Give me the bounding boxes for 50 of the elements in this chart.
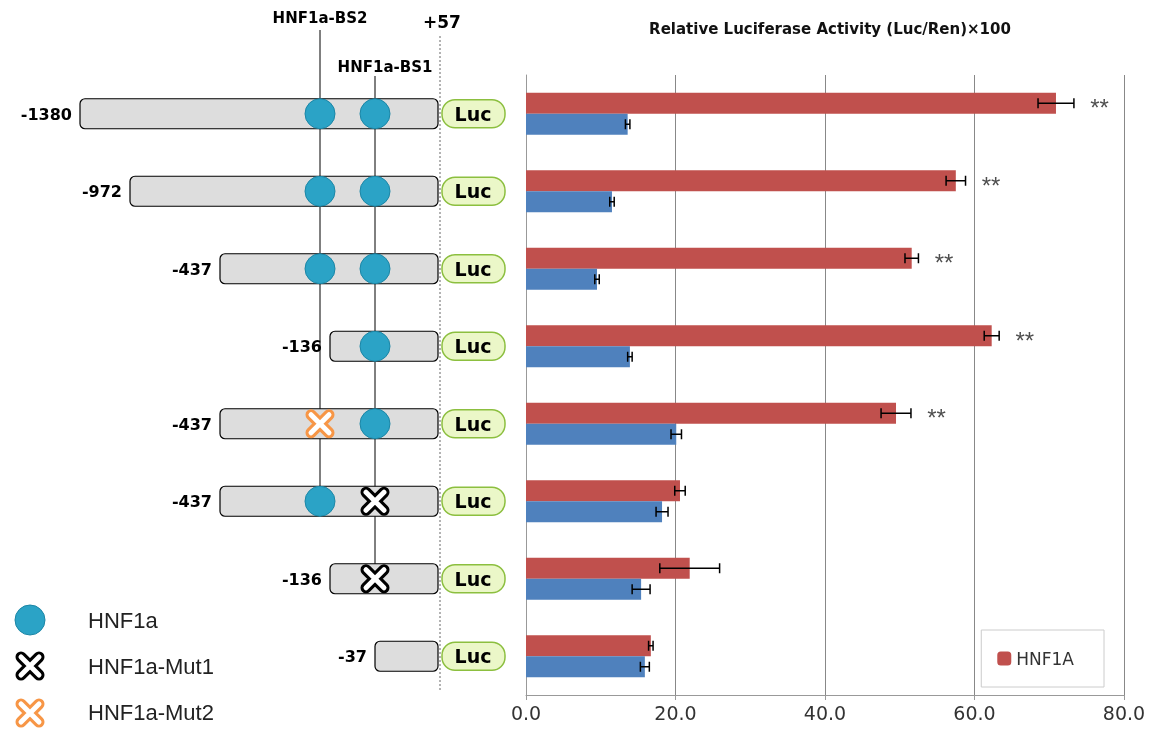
x-tick-label: 0.0 — [510, 701, 542, 724]
text: -136 — [281, 337, 322, 357]
text: -437 — [171, 414, 212, 434]
text: Luc — [454, 180, 492, 203]
bar — [526, 247, 912, 269]
bar — [526, 92, 1056, 114]
x-tick-label: 20.0 — [654, 701, 697, 724]
chart-title: Relative Luciferase Activity (Luc/Ren)×100 — [649, 19, 1011, 38]
text: +57 — [423, 12, 461, 32]
bar — [526, 501, 663, 523]
text: -1380 — [20, 104, 72, 124]
annotation: ** — [927, 404, 946, 432]
text: Luc — [454, 257, 492, 280]
text: Luc — [454, 412, 492, 435]
text: Luc — [454, 645, 492, 668]
text: HNF1a-BS2 — [272, 9, 368, 27]
text: Luc — [454, 335, 492, 358]
legend-label: HNF1A — [1016, 648, 1075, 669]
bar — [526, 557, 690, 579]
text: -37 — [338, 647, 367, 667]
annotation: ** — [1090, 94, 1109, 122]
text: -437 — [171, 492, 212, 512]
text: -437 — [171, 259, 212, 279]
annotation: ** — [934, 249, 954, 277]
x-tick-label: 80.0 — [1102, 701, 1146, 724]
text: -136 — [281, 569, 322, 589]
text: HNF1a-BS1 — [337, 58, 433, 76]
bar — [526, 402, 897, 424]
text: Luc — [454, 102, 492, 125]
bar — [526, 268, 598, 290]
text: HNF1a-Mut1 — [88, 654, 214, 679]
annotation: ** — [981, 171, 1001, 199]
bar — [526, 635, 651, 657]
bar — [526, 423, 677, 445]
bar — [526, 656, 645, 678]
text: -972 — [81, 182, 122, 202]
annotation: ** — [1015, 326, 1035, 354]
x-tick-label: 60.0 — [953, 701, 996, 724]
bar — [526, 480, 680, 502]
text: Luc — [454, 490, 492, 513]
bar — [526, 170, 956, 192]
text: HNF1a-Mut2 — [88, 700, 214, 725]
bar — [526, 578, 642, 600]
text: Luc — [454, 567, 492, 590]
bar — [526, 113, 628, 135]
text: HNF1a — [88, 608, 159, 633]
bar — [526, 325, 992, 347]
bar — [526, 191, 612, 213]
bar — [526, 346, 630, 368]
x-tick-label: 40.0 — [803, 701, 847, 724]
